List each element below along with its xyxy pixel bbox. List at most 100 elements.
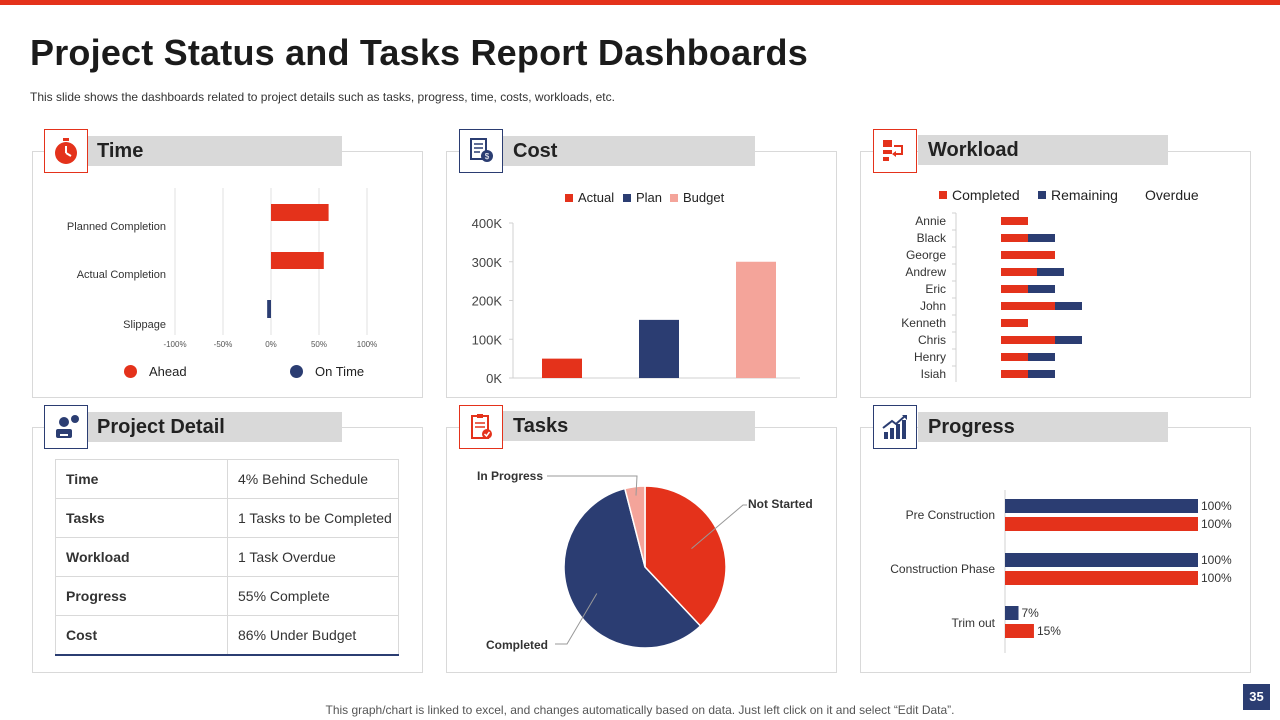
cost-chart: 0K 100K 200K 300K 400K — [472, 216, 800, 386]
progress-data-labels: 100% 100% 100% 100% 7% 15% — [1022, 499, 1233, 638]
time-tick-label: -50% — [214, 340, 233, 349]
workload-category-label: Henry — [914, 350, 946, 364]
progress-data-label: 100% — [1201, 571, 1232, 585]
workload-legend-overdue: Overdue — [1132, 187, 1199, 203]
detail-value: 1 Task Overdue — [227, 537, 399, 577]
progress-bar — [1005, 499, 1198, 513]
footer-note: This graph/chart is linked to excel, and… — [325, 703, 955, 717]
table-row: Tasks 1 Tasks to be Completed — [55, 498, 399, 538]
progress-data-label: 100% — [1201, 553, 1232, 567]
budget-legend-label: Budget — [683, 190, 725, 205]
time-panel — [32, 151, 423, 398]
workload-bar — [1037, 268, 1064, 276]
workload-legend-completed: Completed — [939, 187, 1020, 203]
workload-category-label: John — [920, 299, 946, 313]
workflow-icon — [873, 129, 917, 173]
progress-data-label: 7% — [1022, 606, 1040, 620]
workload-category-label: Kenneth — [901, 316, 946, 330]
time-legend-ahead: Ahead — [124, 364, 187, 379]
pie-slice — [644, 485, 727, 628]
progress-data-label: 100% — [1201, 517, 1232, 531]
plan-legend-label: Plan — [636, 190, 663, 205]
workload-bar — [1001, 353, 1028, 361]
pie-leader-line — [547, 475, 638, 496]
page-number: 35 — [1243, 684, 1270, 710]
progress-bar — [1005, 517, 1198, 531]
pie-label-completed: Completed — [486, 638, 548, 652]
time-bars — [267, 204, 329, 318]
time-tick-labels: -100% -50% 0% 50% 100% — [163, 340, 377, 349]
detail-label: Progress — [55, 576, 228, 616]
progress-category-label: Construction Phase — [890, 562, 995, 576]
page-subtitle: This slide shows the dashboards related … — [30, 90, 615, 104]
progress-category-labels: Pre Construction Construction Phase Trim o… — [890, 508, 995, 630]
cost-legend-plan: Plan — [623, 190, 662, 205]
time-category-label: Actual Completion — [77, 269, 166, 281]
cost-bar — [639, 319, 679, 378]
progress-panel — [860, 427, 1251, 673]
time-category-label: Slippage — [123, 319, 166, 331]
detail-label: Time — [55, 459, 228, 499]
ahead-legend-label: Ahead — [149, 364, 187, 379]
progress-chart: Pre Construction Construction Phase Trim o… — [890, 490, 1233, 653]
workload-category-labels: Annie Black George Andrew Eric John Kenneth Chr… — [901, 214, 947, 381]
cost-panel-title: Cost — [503, 136, 755, 166]
workload-legend-remaining: Remaining — [1038, 187, 1118, 203]
workload-category-label: Chris — [918, 333, 946, 347]
workload-bar — [1055, 302, 1082, 310]
progress-bars — [1005, 499, 1198, 638]
detail-value: 55% Complete — [227, 576, 399, 616]
pie-leader-line — [691, 504, 747, 549]
worker-icon — [44, 405, 88, 449]
growth-chart-icon — [873, 405, 917, 449]
workload-bar — [1028, 370, 1055, 378]
table-row: Cost 86% Under Budget — [55, 615, 399, 656]
time-category-labels: Planned Completion Actual Completion Slipp… — [67, 221, 166, 331]
time-bar — [271, 252, 324, 269]
cost-tick-label: 300K — [472, 255, 503, 270]
workload-chart: Annie Black George Andrew Eric John Kenneth Chr… — [901, 212, 1082, 382]
checklist-icon — [459, 405, 503, 449]
top-accent-bar — [0, 0, 1280, 5]
svg-text:$: $ — [485, 152, 490, 161]
completed-swatch — [939, 191, 947, 199]
budget-swatch — [670, 193, 678, 202]
actual-legend-label: Actual — [578, 190, 615, 205]
detail-label: Tasks — [55, 498, 228, 538]
workload-bar — [1055, 336, 1082, 344]
progress-category-label: Pre Construction — [906, 508, 995, 522]
workload-bar — [1001, 319, 1028, 327]
on-time-legend-marker — [290, 365, 303, 378]
pie-label-in-progress: In Progress — [477, 469, 543, 483]
cost-tick-label: 400K — [472, 216, 503, 231]
overdue-swatch — [1132, 191, 1140, 199]
workload-category-label: Eric — [925, 282, 946, 296]
workload-category-label: Andrew — [905, 265, 946, 279]
pie-label-not-started: Not Started — [748, 497, 813, 511]
cost-tick-label: 200K — [472, 294, 503, 309]
page-title: Project Status and Tasks Report Dashboar… — [30, 32, 808, 73]
actual-swatch — [565, 193, 573, 202]
workload-category-label: Isiah — [921, 367, 946, 381]
plan-swatch — [623, 193, 631, 202]
stopwatch-icon — [44, 129, 88, 173]
time-panel-title: Time — [87, 136, 342, 166]
workload-bar — [1001, 285, 1028, 293]
cost-legend-actual: Actual — [565, 190, 614, 205]
pie-slice — [563, 487, 702, 649]
progress-data-label: 100% — [1201, 499, 1232, 513]
progress-bar — [1005, 606, 1019, 620]
invoice-icon: $ — [459, 129, 503, 173]
workload-category-label: Black — [917, 231, 947, 245]
workload-bar — [1001, 251, 1055, 259]
detail-value: 4% Behind Schedule — [227, 459, 399, 499]
detail-value: 1 Tasks to be Completed — [227, 498, 399, 538]
cost-tick-label: 100K — [472, 332, 503, 347]
cost-bars — [542, 261, 776, 378]
project-detail-panel-title: Project Detail — [87, 412, 342, 442]
table-row: Workload 1 Task Overdue — [55, 537, 399, 577]
workload-bar — [1001, 217, 1028, 225]
workload-bar — [1001, 370, 1028, 378]
remaining-swatch — [1038, 191, 1046, 199]
tasks-chart: Not Started Completed In Progress — [477, 469, 813, 652]
